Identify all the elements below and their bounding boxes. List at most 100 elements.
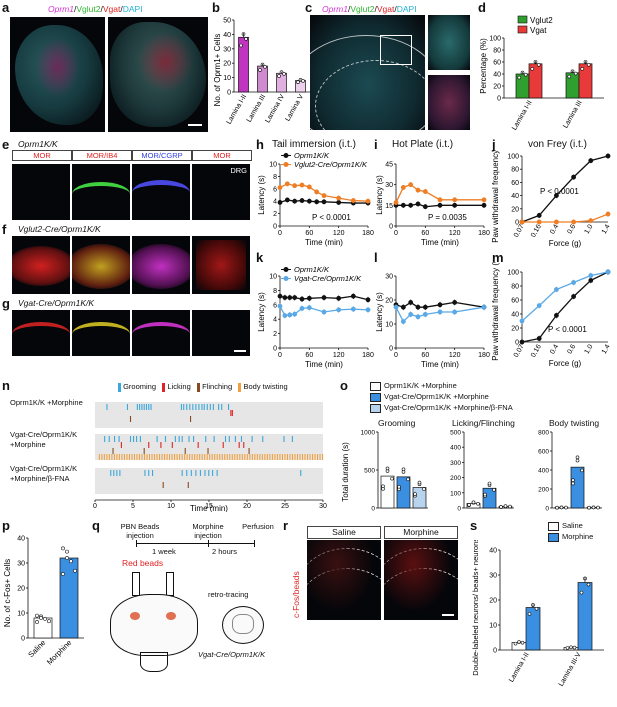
ethogram-tick-b <box>131 454 133 460</box>
ethogram-tick-g <box>174 436 176 442</box>
p-dot <box>43 616 47 621</box>
ethogram-xtick: 20 <box>243 503 251 510</box>
o3-dot <box>591 505 596 510</box>
chart-b-g-xtick: Lamina III <box>246 93 267 123</box>
o3-ytick: 800 <box>538 430 549 437</box>
chart-k-g-xlabel: Time (min) <box>305 360 343 369</box>
ethogram-tick-b <box>322 454 324 460</box>
chart-m-g-series-line <box>521 271 609 322</box>
legend-d-vgat: Vgat <box>530 26 547 35</box>
ethogram-xtick: 25 <box>281 503 289 510</box>
legend-d-vglut2: Vglut2 <box>530 16 553 25</box>
ethogram-tick-b <box>231 454 233 460</box>
chart-l-g-ytick: 20 <box>385 298 393 305</box>
chart-b-g-dot <box>263 65 267 69</box>
chart-s-g-dot <box>513 641 518 646</box>
interval-2: 2 hours <box>212 547 238 556</box>
chart-m-g-xtick: 0.6 <box>566 343 577 355</box>
chart-m-g-xtick: 0.16 <box>530 343 543 358</box>
ethogram-tick-b <box>148 454 151 460</box>
o3-ytick: 600 <box>538 449 549 456</box>
legend-d-vgat-swatch <box>517 25 528 34</box>
chart-b-g-xtick: Lamina V <box>284 93 305 122</box>
chart-k-g-point <box>292 295 298 300</box>
ethogram-tick-b <box>128 454 130 460</box>
chart-l-g-point <box>452 309 458 315</box>
chart-k-g-ytick: 8 <box>273 288 277 295</box>
chart-h-g-point <box>284 181 290 187</box>
o2-ytick: 100 <box>450 490 461 497</box>
p-dot <box>35 620 39 624</box>
chart-k-g-point <box>336 295 342 301</box>
o3-dot <box>596 505 600 510</box>
chart-i-g-point <box>408 202 414 208</box>
p-bar <box>59 557 79 639</box>
panel-o-sub-1: Grooming <box>378 418 416 428</box>
chart-k-g-point <box>287 312 293 318</box>
panel-c-title: Oprm1/Vglut2/Vgat/DAPI <box>322 4 417 14</box>
chart-i-g-point <box>481 197 487 203</box>
ethogram-tick-g <box>181 470 183 476</box>
chart-h-g-point <box>292 198 298 204</box>
chart-h-g-point <box>321 199 327 205</box>
chart-j-g-ytick: 80 <box>511 167 519 174</box>
ethogram-tick-b <box>214 454 216 460</box>
chart-h-g-pval: P < 0.0001 <box>312 213 351 222</box>
ethogram-tick-g <box>205 436 207 442</box>
panel-j-title: von Frey (i.t.) <box>528 139 587 150</box>
ethogram-tick-b <box>153 454 156 460</box>
chart-l-g-point <box>393 304 399 310</box>
chart-b-g-xtick: Lamina I-II <box>226 93 249 125</box>
chart-h-g-point <box>306 184 312 190</box>
ethogram-tick-b <box>216 454 218 460</box>
o2-dot <box>508 504 512 509</box>
chart-j-g-ytick: 60 <box>511 180 519 187</box>
chart-j-g-pval: P < 0.0001 <box>540 187 579 196</box>
chart-l-g-point <box>400 319 406 324</box>
ethogram-tick-g <box>216 470 218 476</box>
chart-d-g-dot <box>530 67 535 71</box>
chart-k-g-point <box>365 307 371 313</box>
chart-k-g-point <box>306 295 312 301</box>
chart-k-g-ylabel: Latency (s) <box>257 292 266 332</box>
p-dot <box>61 546 65 551</box>
o1-dot <box>390 476 394 481</box>
ethogram-tick-b <box>108 454 110 460</box>
chart-h-g-point <box>277 185 283 190</box>
mouse-label: Vgat-Cre/Oprm1K/K <box>198 650 266 659</box>
chart-i-g-ylabel: Latency (s) <box>375 175 384 215</box>
panel-o-legend: Oprm1K/K +Morphine Vgat-Cre/Oprm1K/K +Mo… <box>370 380 513 413</box>
panel-label-i: i <box>374 137 378 152</box>
chart-m-g-series-line <box>521 271 609 343</box>
ethogram-tick-g <box>178 436 180 442</box>
ethogram-tick-b <box>269 454 271 460</box>
chart-l-g-xtick: 120 <box>449 352 461 359</box>
panel-label-q: q <box>92 518 100 533</box>
chart-i-g-point <box>422 204 428 210</box>
chart-h-g-ytick: 6 <box>273 186 277 193</box>
ethogram-tick-b <box>98 454 100 460</box>
chart-l-g-point <box>408 300 414 305</box>
chart-k-g-point <box>287 295 293 300</box>
chart-j-g-point <box>588 158 594 164</box>
ethogram-tick-g <box>208 470 210 476</box>
chart-m-g-point <box>554 287 559 292</box>
chart-s-g-ytick: 40 <box>489 548 497 555</box>
chart-p: No. of c-Fos+ Cells 0 10 20 30 40 SalineMorph… <box>3 536 84 667</box>
chart-i-g-point <box>422 189 428 194</box>
header-saline: Saline <box>307 526 381 539</box>
ethogram-tick-g <box>148 470 150 476</box>
p-ytick: 10 <box>17 611 25 618</box>
ethogram-tick-l <box>148 442 150 448</box>
ethogram-tick-g <box>218 404 220 410</box>
panel-label-f: f <box>2 222 7 237</box>
o3-ytick: 0 <box>545 506 549 513</box>
panel-o-sub-3: Body twisting <box>549 418 600 428</box>
ethogram-tick-g <box>193 436 195 442</box>
ethogram-tick-b <box>201 454 203 460</box>
chart-h-g-point <box>306 198 312 204</box>
chart-d: Percentage (%) Vglut2 Vgat 0 20 40 60 80 100 L… <box>479 15 604 132</box>
o3-dot <box>575 455 580 460</box>
chart-i-g-xtick: 60 <box>421 230 429 237</box>
chart-o1: 0 500 1000 <box>361 430 428 513</box>
